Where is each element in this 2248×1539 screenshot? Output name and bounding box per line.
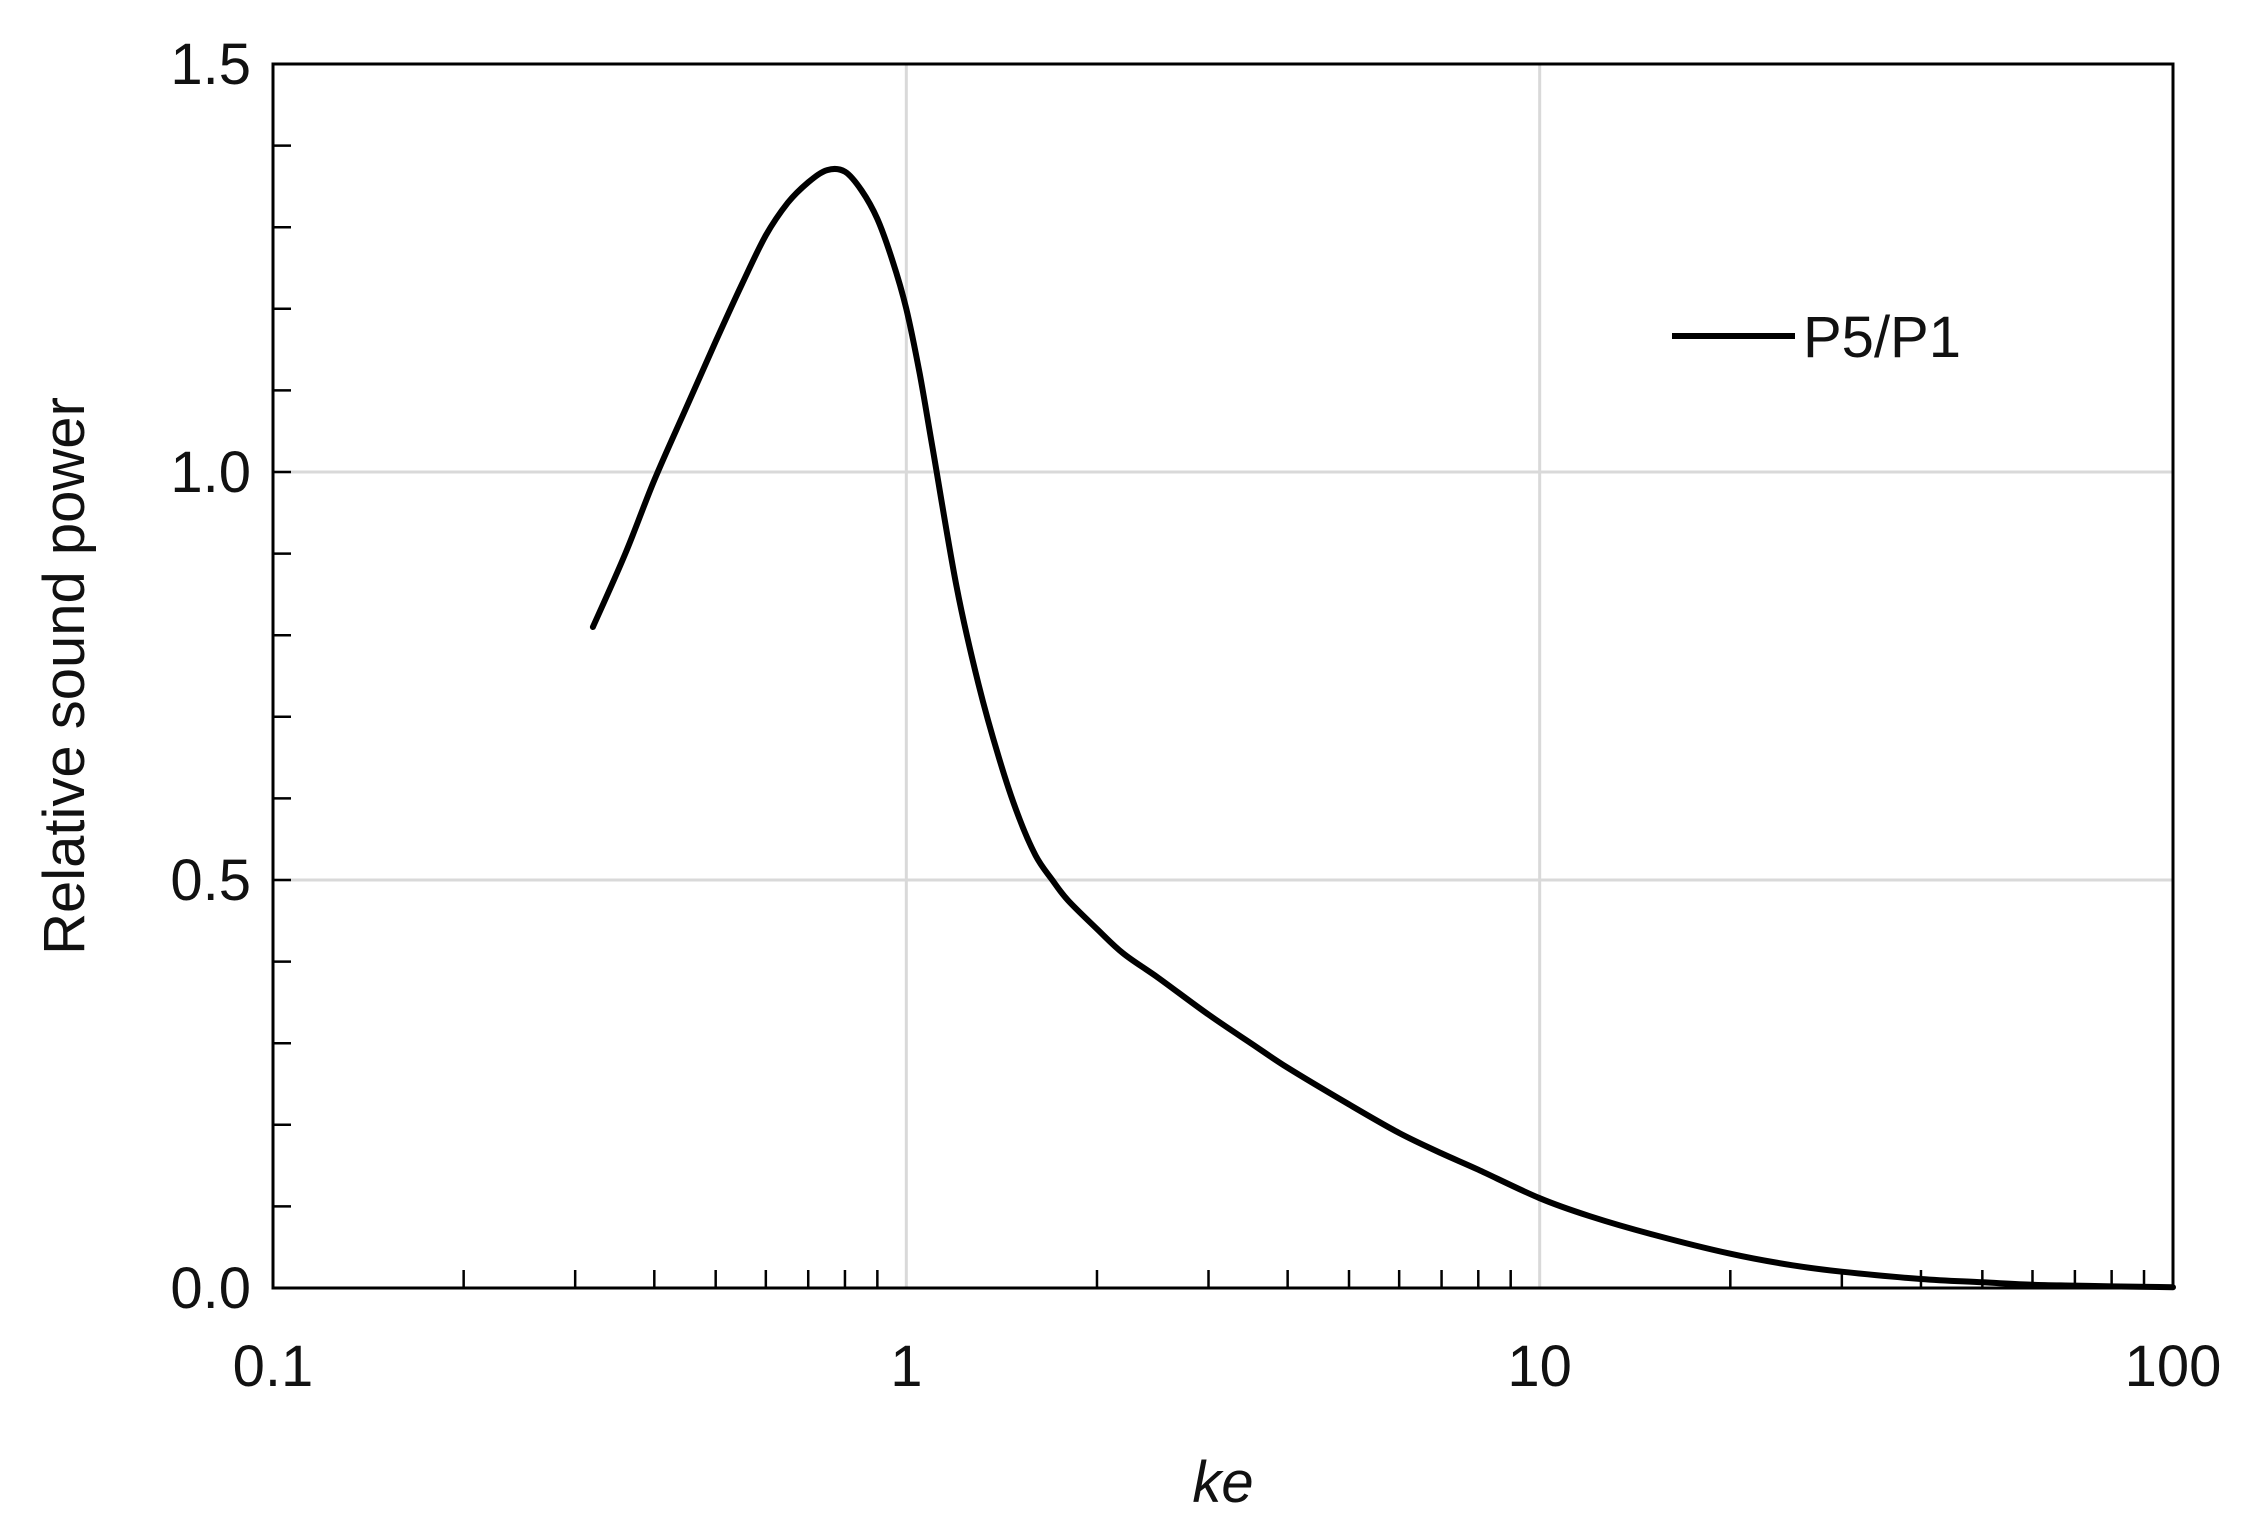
x-tick-label: 10 xyxy=(1507,1334,1572,1399)
gridlines xyxy=(273,64,2173,1288)
legend: P5/P1 xyxy=(1672,305,1961,370)
plot-area-frame xyxy=(271,62,2175,1290)
y-tick-label: 0.5 xyxy=(170,848,251,913)
x-tick-label: 100 xyxy=(2125,1334,2222,1399)
legend-label-p5-p1: P5/P1 xyxy=(1803,305,1961,370)
x-tick-label: 0.1 xyxy=(233,1334,314,1399)
minor-ticks xyxy=(273,144,2146,1288)
y-axis-tick-labels: 0.0 0.5 1.0 1.5 xyxy=(170,32,251,1321)
series-line-p5-p1 xyxy=(589,165,2176,1291)
y-tick-label: 1.0 xyxy=(170,440,251,505)
x-axis-title: ke xyxy=(1192,1450,1253,1515)
x-tick-label: 1 xyxy=(890,1334,922,1399)
y-tick-label: 0.0 xyxy=(170,1256,251,1321)
y-tick-label: 1.5 xyxy=(170,32,251,97)
x-axis-tick-labels: 0.1 1 10 100 xyxy=(233,1334,2222,1399)
series-layer xyxy=(589,165,2176,1291)
y-axis-title: Relative sound power xyxy=(32,397,97,955)
